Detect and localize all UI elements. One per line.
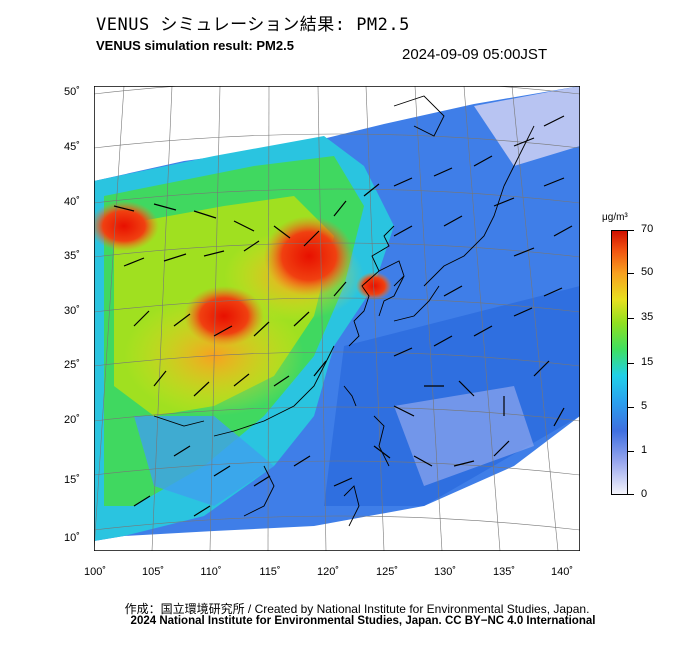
page-title-jp: VENUS シミュレーション結果: PM2.5 xyxy=(96,15,410,35)
colorbar-tick-35: 35 xyxy=(641,311,654,323)
colorbar xyxy=(611,230,628,495)
lon-label-140: 140˚ xyxy=(550,566,574,578)
lat-label-25: 25˚ xyxy=(64,359,80,371)
colorbar-tick-70: 70 xyxy=(641,223,654,235)
wind-vectors xyxy=(113,115,573,517)
lat-label-30: 30˚ xyxy=(64,305,80,317)
lon-label-105: 105˚ xyxy=(141,566,165,578)
lat-label-15: 15˚ xyxy=(64,474,80,486)
lon-label-125: 125˚ xyxy=(375,566,399,578)
lat-label-40: 40˚ xyxy=(64,196,80,208)
lon-label-115: 115˚ xyxy=(259,566,281,578)
colorbar-unit: μg/m³ xyxy=(602,212,628,223)
coastlines xyxy=(153,95,535,527)
lon-label-110: 110˚ xyxy=(200,566,222,578)
page-title-en: VENUS simulation result: PM2.5 xyxy=(96,38,294,53)
map-canvas xyxy=(94,86,580,551)
colorbar-tick-5: 5 xyxy=(641,400,648,412)
lat-label-20: 20˚ xyxy=(64,414,80,426)
lon-label-130: 130˚ xyxy=(433,566,457,578)
lon-label-120: 120˚ xyxy=(316,566,340,578)
colorbar-tick-0: 0 xyxy=(641,488,648,500)
lat-label-50: 50˚ xyxy=(64,86,80,98)
lat-label-10: 10˚ xyxy=(64,532,80,544)
lat-label-45: 45˚ xyxy=(64,141,80,153)
lon-label-135: 135˚ xyxy=(492,566,516,578)
colorbar-tick-15: 15 xyxy=(641,356,654,368)
lat-label-35: 35˚ xyxy=(64,250,80,262)
pm25-map[interactable] xyxy=(94,86,580,551)
lon-label-100: 100˚ xyxy=(83,566,107,578)
forecast-timestamp: 2024-09-09 05:00JST xyxy=(402,46,548,63)
graticule-lines xyxy=(94,86,580,551)
credit-line: 作成：国立環境研究所 / Created by National Institu… xyxy=(124,602,590,616)
colorbar-tick-1: 1 xyxy=(641,444,648,456)
license-line: 2024 National Institute for Environmenta… xyxy=(130,615,596,627)
colorbar-tick-50: 50 xyxy=(641,266,654,278)
